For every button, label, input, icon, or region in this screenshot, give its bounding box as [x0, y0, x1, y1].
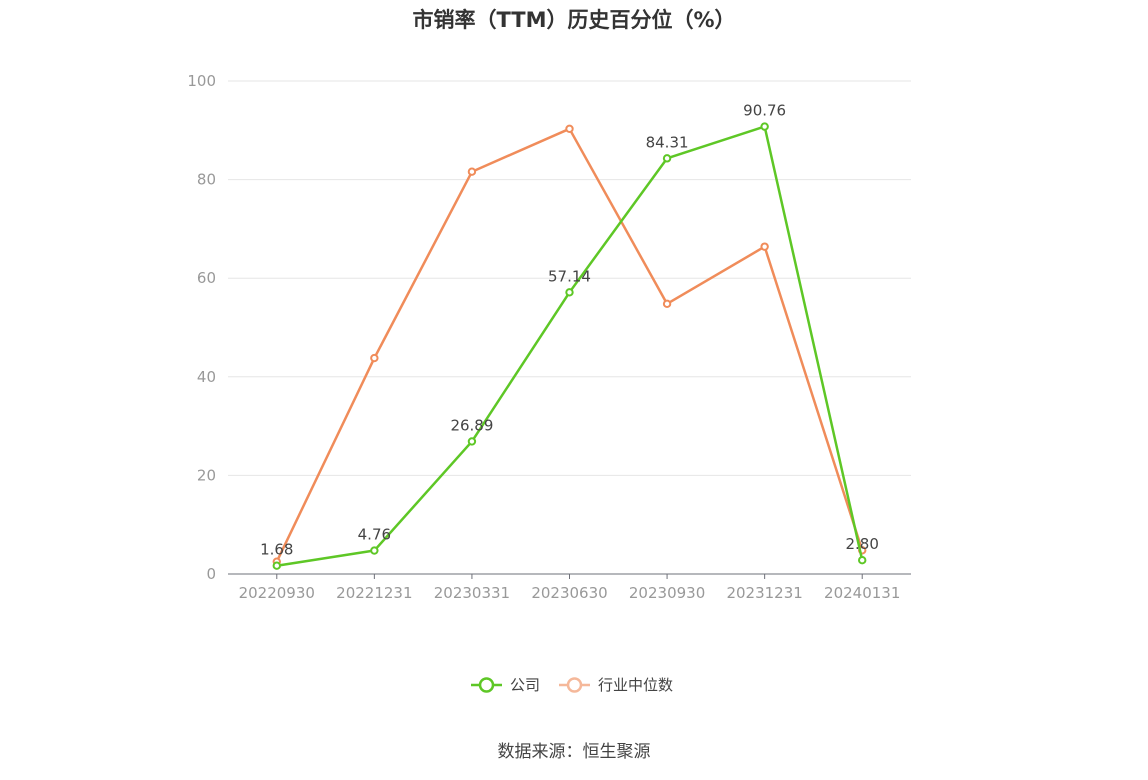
data-point[interactable]: [858, 555, 867, 565]
data-label-layer: 1.68 4.76 26.89 57.14 84.31 90.76 2.80: [260, 102, 879, 559]
y-tick-label: 80: [197, 171, 216, 189]
series-line-company: [276, 125, 864, 567]
legend-marker-icon: [478, 677, 495, 693]
x-tick-label: 20230930: [629, 584, 705, 602]
legend-item-company[interactable]: 公司: [471, 676, 540, 694]
data-point[interactable]: [760, 242, 769, 251]
y-tick-label: 100: [187, 72, 216, 90]
data-label: 26.89: [450, 416, 493, 434]
data-point[interactable]: [467, 437, 477, 446]
x-tick-label: 20240131: [824, 584, 900, 602]
data-point[interactable]: [662, 154, 672, 163]
data-label: 84.31: [646, 133, 689, 151]
x-tick-label: 20231231: [726, 584, 802, 602]
data-label: 2.80: [846, 535, 879, 553]
legend[interactable]: 公司 行业中位数: [471, 676, 673, 694]
grid-layer: [228, 80, 911, 476]
axis-layer: 0 20 40 60 80 100 20220930 20221231 20230331 2023…: [187, 72, 911, 602]
data-label: 4.76: [358, 526, 391, 544]
legend-label: 公司: [510, 676, 540, 694]
y-tick-label: 0: [206, 565, 216, 583]
data-point[interactable]: [565, 288, 574, 297]
legend-marker-icon: [566, 677, 583, 693]
legend-item-industry-median[interactable]: 行业中位数: [559, 676, 673, 694]
data-label: 90.76: [743, 102, 786, 120]
data-point[interactable]: [467, 167, 477, 176]
data-point[interactable]: [760, 122, 769, 131]
data-point[interactable]: [370, 546, 379, 555]
data-point[interactable]: [565, 124, 574, 134]
chart-title: 市销率（TTM）历史百分位（%）: [412, 8, 736, 32]
data-label: 1.68: [260, 541, 293, 559]
x-tick-label: 20230331: [434, 584, 510, 602]
x-tick-label: 20221231: [336, 584, 412, 602]
legend-label: 行业中位数: [598, 676, 673, 694]
y-tick-label: 40: [197, 368, 216, 386]
data-label: 57.14: [548, 267, 591, 285]
y-tick-label: 60: [197, 269, 216, 287]
data-point[interactable]: [370, 353, 379, 363]
series-line-industry-median: [275, 127, 864, 563]
data-point[interactable]: [662, 299, 672, 309]
data-point[interactable]: [272, 561, 281, 570]
series-layer: [272, 122, 867, 570]
x-tick-label: 20220930: [239, 584, 315, 602]
source-note: 数据来源：恒生聚源: [497, 742, 651, 762]
y-tick-label: 20: [197, 466, 216, 484]
x-tick-label: 20230630: [531, 584, 607, 602]
